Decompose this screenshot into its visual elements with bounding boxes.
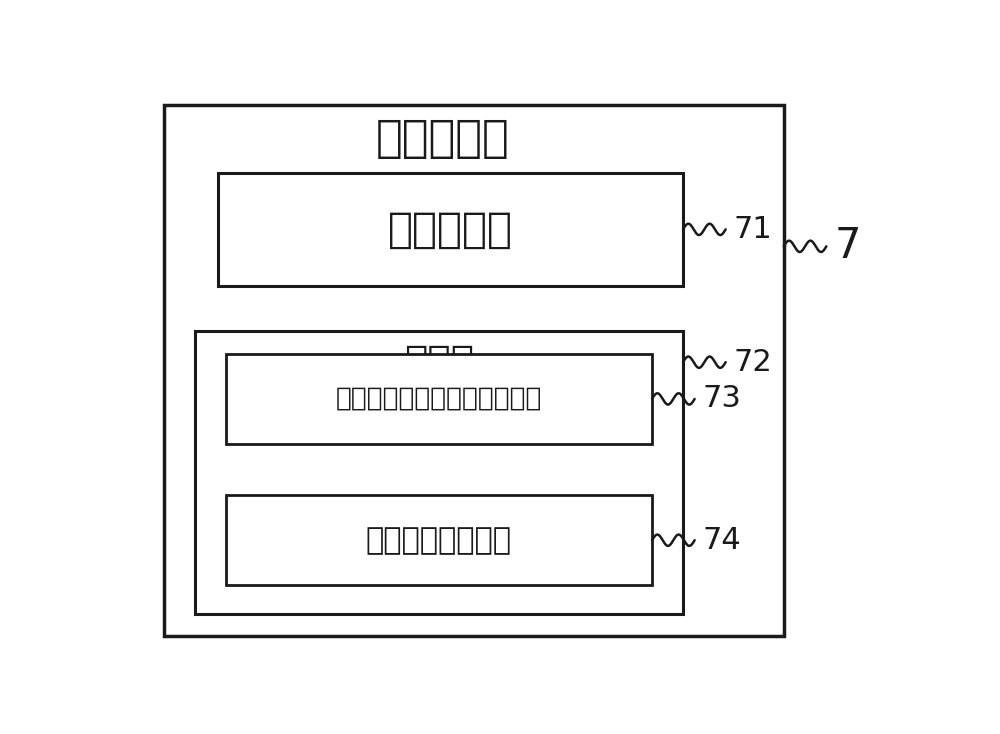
Text: 倾斜角（入射角）分布计算部: 倾斜角（入射角）分布计算部 (336, 386, 542, 412)
Text: 校正值分布计算部: 校正值分布计算部 (366, 526, 512, 555)
Text: 71: 71 (733, 215, 772, 244)
Text: 7: 7 (834, 225, 861, 267)
Text: 图像生成部: 图像生成部 (388, 208, 513, 250)
Text: 74: 74 (702, 526, 741, 555)
Text: 信号处理部: 信号处理部 (376, 117, 510, 161)
Bar (218, 173, 683, 286)
Text: 72: 72 (733, 348, 772, 377)
Bar (226, 354, 652, 444)
Bar (164, 105, 784, 636)
Bar (226, 495, 652, 586)
Bar (195, 331, 683, 614)
Text: 校正部: 校正部 (404, 344, 474, 381)
Text: 73: 73 (702, 385, 741, 413)
